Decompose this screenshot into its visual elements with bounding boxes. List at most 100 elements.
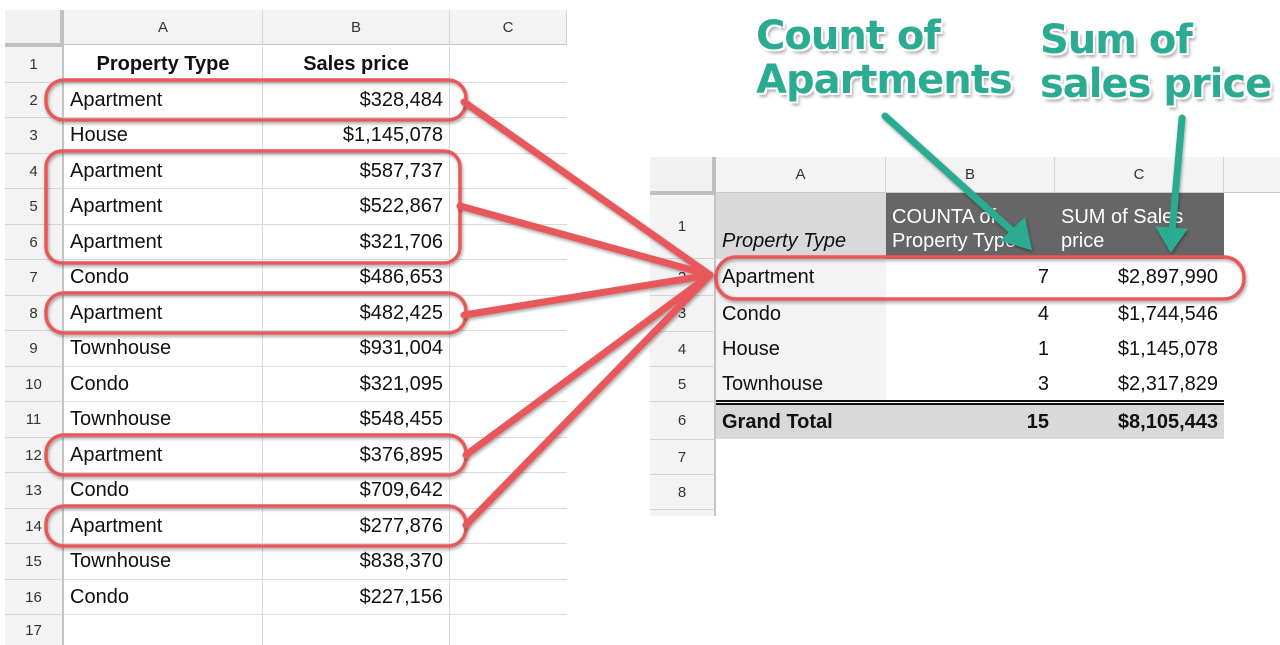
row-number[interactable]: 16 [5, 580, 64, 615]
pivot-sum[interactable]: $2,897,990 [1117, 266, 1218, 288]
row-number[interactable]: 1 [5, 47, 64, 83]
cell[interactable] [450, 367, 567, 402]
row-number[interactable]: 5 [650, 367, 716, 402]
column-header-a[interactable]: A [716, 157, 886, 193]
cell[interactable] [450, 615, 567, 645]
cell-sales-price[interactable]: $709,642 [263, 473, 450, 509]
cell-sales-price[interactable]: $376,895 [263, 438, 450, 473]
cell-sales-price[interactable]: $321,706 [263, 225, 450, 260]
row-number[interactable]: 7 [650, 440, 716, 475]
cell-property-type[interactable]: Condo [64, 260, 263, 296]
cell[interactable] [450, 83, 567, 118]
row-number[interactable]: 1 [650, 195, 716, 259]
row-number[interactable]: 9 [5, 331, 64, 367]
row-number[interactable]: 3 [5, 118, 64, 154]
row-number[interactable]: 3 [650, 296, 716, 332]
column-header-b[interactable]: B [263, 10, 450, 45]
cell-sales-price[interactable]: $328,484 [263, 83, 450, 118]
pivot-sum[interactable]: $2,317,829 [1117, 373, 1218, 395]
cell-property-type[interactable]: Townhouse [64, 331, 263, 367]
cell-sales-price[interactable]: $486,653 [263, 260, 450, 296]
row-number[interactable] [650, 510, 716, 516]
row-number[interactable]: 5 [5, 189, 64, 225]
row-number[interactable]: 2 [5, 83, 64, 118]
cell-sales-price[interactable]: $548,455 [263, 402, 450, 438]
row-number[interactable]: 10 [5, 367, 64, 402]
row-number[interactable]: 6 [650, 402, 716, 440]
cell-property-type[interactable]: Apartment [64, 438, 263, 473]
cell[interactable] [450, 189, 567, 225]
cell-property-type[interactable]: Apartment [64, 296, 263, 331]
cell-sales-price[interactable]: $227,156 [263, 580, 450, 615]
column-header-c[interactable]: C [1055, 157, 1224, 193]
pivot-sum[interactable]: $1,744,546 [1117, 302, 1218, 325]
cell-sales-price[interactable]: $931,004 [263, 331, 450, 367]
cell-sales-price[interactable]: $1,145,078 [263, 118, 450, 154]
row-number[interactable]: 17 [5, 615, 64, 645]
row-number[interactable]: 8 [650, 475, 716, 510]
cell-property-type[interactable]: Condo [64, 580, 263, 615]
cell-property-type[interactable]: Condo [64, 473, 263, 509]
row-number[interactable]: 4 [650, 332, 716, 367]
row-number[interactable]: 8 [5, 296, 64, 331]
cell-property-type[interactable]: Apartment [64, 83, 263, 118]
row-number[interactable]: 15 [5, 544, 64, 580]
pivot-row-label-header[interactable]: Property Type [716, 193, 886, 259]
cell-property-type[interactable]: Apartment [64, 154, 263, 189]
cell[interactable] [450, 544, 567, 580]
cell[interactable] [450, 402, 567, 438]
cell[interactable] [450, 296, 567, 331]
row-number[interactable]: 4 [5, 154, 64, 189]
pivot-row-label[interactable]: House [716, 332, 886, 367]
grand-total-count[interactable]: 15 [886, 405, 1055, 439]
grand-total-label[interactable]: Grand Total [716, 405, 886, 439]
pivot-sum[interactable]: $1,145,078 [1117, 338, 1218, 360]
cell-sales-price[interactable]: $321,095 [263, 367, 450, 402]
cell-property-type[interactable]: Apartment [64, 509, 263, 544]
pivot-count[interactable]: 4 [1037, 302, 1049, 325]
cell[interactable] [450, 580, 567, 615]
pivot-row-label[interactable]: Apartment [716, 259, 886, 296]
column-header-c[interactable]: C [450, 10, 567, 45]
cell-sales-price[interactable]: $838,370 [263, 544, 450, 580]
grand-total-sum[interactable]: $8,105,443 [1055, 405, 1224, 439]
pivot-count[interactable]: 3 [1037, 373, 1049, 395]
header-property-type[interactable]: Property Type [64, 47, 263, 83]
column-header-a[interactable]: A [64, 10, 263, 45]
header-sales-price[interactable]: Sales price [263, 47, 450, 83]
row-number[interactable]: 6 [5, 225, 64, 260]
pivot-count[interactable]: 1 [1037, 338, 1049, 360]
cell-property-type[interactable]: Townhouse [64, 402, 263, 438]
cell-property-type[interactable]: Townhouse [64, 544, 263, 580]
cell-sales-price[interactable]: $482,425 [263, 296, 450, 331]
pivot-count[interactable]: 7 [1037, 266, 1049, 288]
cell[interactable] [450, 331, 567, 367]
row-number[interactable]: 13 [5, 473, 64, 509]
row-number[interactable]: 11 [5, 402, 64, 438]
cell[interactable] [450, 438, 567, 473]
cell[interactable] [450, 473, 567, 509]
cell[interactable] [450, 225, 567, 260]
row-number[interactable]: 14 [5, 509, 64, 544]
pivot-count-header[interactable]: COUNTA of Property Type [886, 193, 1055, 259]
pivot-row-label[interactable]: Condo [716, 296, 886, 332]
cell-property-type[interactable]: House [64, 118, 263, 154]
cell-sales-price[interactable]: $522,867 [263, 189, 450, 225]
row-number[interactable]: 7 [5, 260, 64, 296]
cell[interactable] [450, 260, 567, 296]
select-all-corner[interactable] [650, 157, 716, 195]
row-number[interactable]: 12 [5, 438, 64, 473]
select-all-corner[interactable] [5, 10, 64, 47]
cell-property-type[interactable]: Condo [64, 367, 263, 402]
row-number[interactable]: 2 [650, 259, 716, 296]
column-header-d[interactable] [1224, 157, 1280, 193]
cell-sales-price[interactable]: $587,737 [263, 154, 450, 189]
cell[interactable] [450, 509, 567, 544]
cell[interactable] [64, 615, 263, 645]
pivot-sum-header[interactable]: SUM of Sales price [1055, 193, 1224, 259]
column-header-b[interactable]: B [886, 157, 1055, 193]
cell-property-type[interactable]: Apartment [64, 225, 263, 260]
cell[interactable] [450, 154, 567, 189]
pivot-row-label[interactable]: Townhouse [716, 367, 886, 402]
cell[interactable] [450, 118, 567, 154]
